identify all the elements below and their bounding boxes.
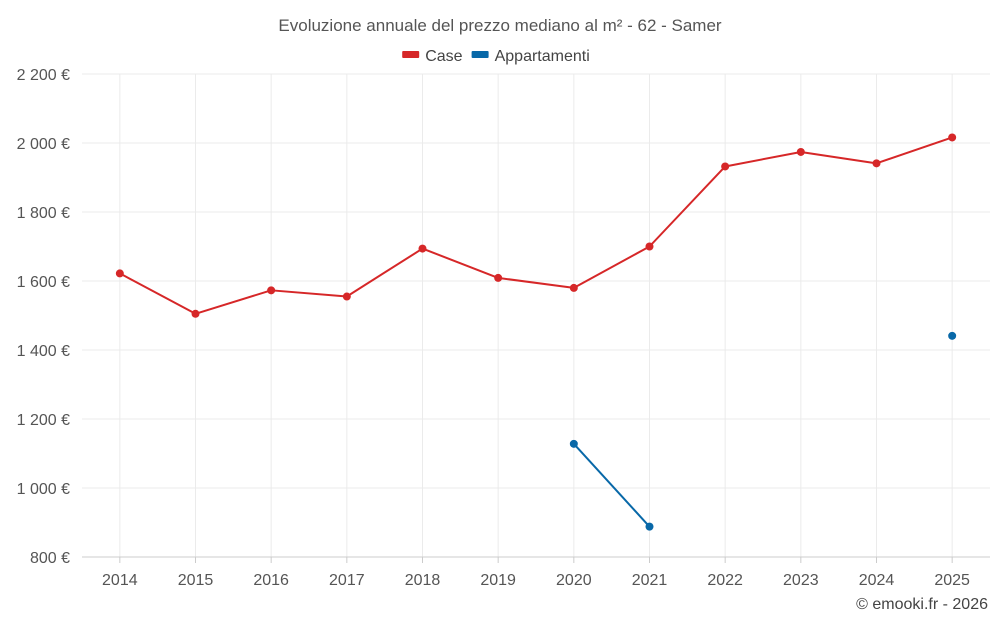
x-tick-label-2016: 2016 — [253, 572, 289, 589]
legend: Case Appartamenti — [402, 48, 590, 65]
x-tick-label-2024: 2024 — [859, 572, 895, 589]
x-tick-label-2018: 2018 — [405, 572, 441, 589]
x-tick-label-2023: 2023 — [783, 572, 819, 589]
x-tick-label-2014: 2014 — [102, 572, 138, 589]
point-case-2017[interactable] — [342, 292, 351, 301]
y-tick-label-1800: 1 800 € — [17, 205, 70, 222]
legend-swatch-case — [402, 51, 420, 58]
y-tick-label-1000: 1 000 € — [17, 481, 70, 498]
point-appartamenti-2021[interactable] — [645, 522, 654, 531]
credit-text: © emooki.fr - 2026 — [856, 596, 988, 613]
point-case-2015[interactable] — [191, 309, 200, 318]
point-appartamenti-2020[interactable] — [569, 439, 578, 448]
point-case-2025[interactable] — [948, 133, 957, 142]
y-tick-label-1200: 1 200 € — [17, 412, 70, 429]
point-case-2020[interactable] — [569, 283, 578, 292]
series-appartamenti — [569, 331, 957, 531]
point-case-2021[interactable] — [645, 242, 654, 251]
series-line-appartamenti-0 — [573, 443, 651, 528]
legend-item-case[interactable]: Case — [402, 48, 463, 65]
legend-label-appartamenti: Appartamenti — [495, 48, 590, 65]
x-tick-label-2015: 2015 — [178, 572, 214, 589]
x-tick-label-2020: 2020 — [556, 572, 592, 589]
point-case-2016[interactable] — [267, 286, 276, 295]
y-tick-label-2200: 2 200 € — [17, 67, 70, 84]
axes: 2014 2015 2016 2017 2018 2019 2020 2021 2022 2023… — [17, 67, 990, 589]
point-case-2024[interactable] — [872, 159, 881, 168]
x-tick-label-2022: 2022 — [707, 572, 743, 589]
legend-item-appartamenti[interactable]: Appartamenti — [471, 48, 590, 65]
x-tick-label-2021: 2021 — [632, 572, 668, 589]
y-tick-label-1600: 1 600 € — [17, 274, 70, 291]
x-tick-label-2025: 2025 — [934, 572, 970, 589]
point-case-2022[interactable] — [721, 162, 730, 171]
series-layer — [115, 133, 957, 531]
point-appartamenti-2025[interactable] — [948, 331, 957, 340]
point-case-2014[interactable] — [115, 269, 124, 278]
y-tick-label-800: 800 € — [30, 550, 70, 567]
point-case-2018[interactable] — [418, 244, 427, 253]
y-tick-label-2000: 2 000 € — [17, 136, 70, 153]
point-case-2023[interactable] — [796, 147, 805, 156]
legend-swatch-appartamenti — [471, 51, 489, 58]
series-case — [115, 133, 957, 318]
legend-label-case: Case — [425, 48, 462, 65]
chart-title: Evoluzione annuale del prezzo mediano al… — [278, 16, 722, 35]
y-tick-label-1400: 1 400 € — [17, 343, 70, 360]
x-tick-label-2019: 2019 — [480, 572, 516, 589]
series-line-case-0 — [119, 136, 953, 315]
grid — [82, 73, 990, 558]
x-tick-label-2017: 2017 — [329, 572, 365, 589]
point-case-2019[interactable] — [494, 273, 503, 282]
